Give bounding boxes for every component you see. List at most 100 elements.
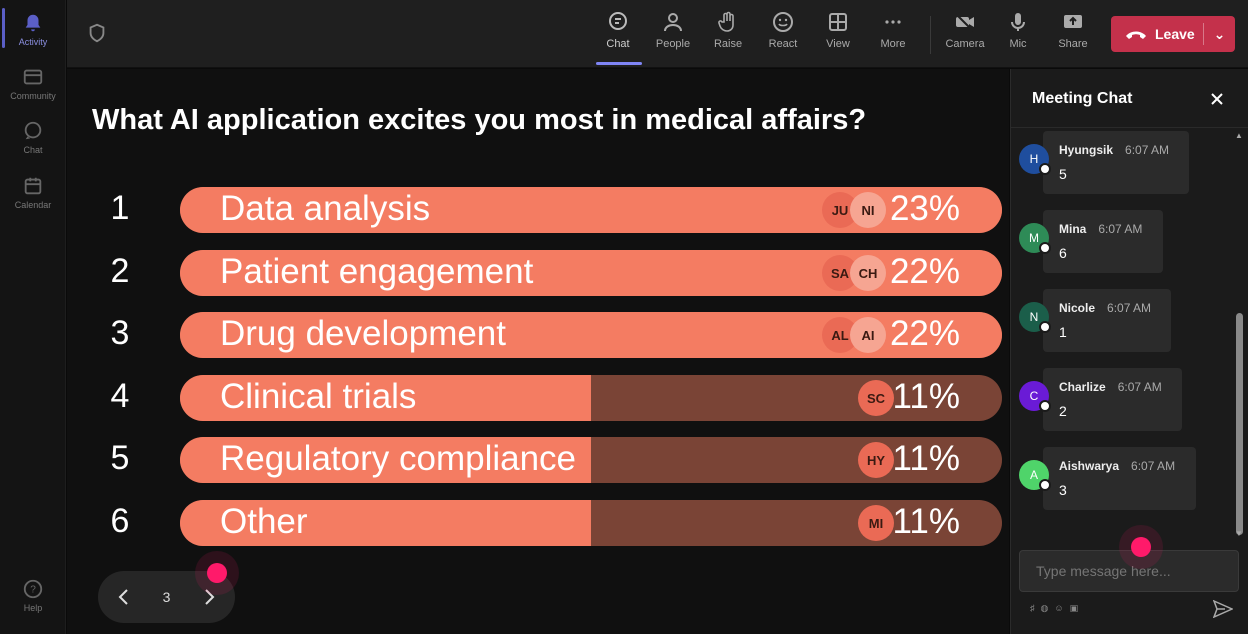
poll-question: What AI application excites you most in … xyxy=(92,104,867,136)
leave-divider xyxy=(1203,23,1204,45)
rail-item-community[interactable]: Community xyxy=(0,66,66,101)
sender-avatar[interactable]: M xyxy=(1019,223,1051,254)
camera-off-icon xyxy=(955,13,974,32)
attach-icon[interactable]: ◍ xyxy=(1040,603,1049,613)
message-text: 5 xyxy=(1059,166,1067,182)
poll-option-label: Clinical trials xyxy=(220,377,417,416)
scroll-down-arrow[interactable]: ▼ xyxy=(1235,529,1243,538)
scroll-up-arrow[interactable]: ▲ xyxy=(1235,131,1243,140)
send-icon[interactable] xyxy=(1213,600,1233,618)
leave-main-button[interactable]: Leave xyxy=(1111,16,1203,52)
close-icon[interactable] xyxy=(1207,89,1227,109)
raise-hand-button[interactable]: Raise xyxy=(703,10,753,50)
presence-indicator xyxy=(1039,479,1051,491)
message-text: 1 xyxy=(1059,324,1067,340)
chat-button-label: Chat xyxy=(606,38,630,50)
leave-button[interactable]: Leave ⌄ xyxy=(1111,16,1235,52)
sender-avatar[interactable]: A xyxy=(1019,460,1051,491)
poll-option-percent: 22% xyxy=(889,314,960,353)
message-timestamp: 6:07 AM xyxy=(1131,459,1176,473)
camera-button[interactable]: Camera xyxy=(940,10,990,50)
format-icon[interactable]: ♯ xyxy=(1030,603,1035,613)
message-timestamp: 6:07 AM xyxy=(1125,143,1170,157)
chat-message[interactable]: Nicole 6:07 AM 1 xyxy=(1043,289,1171,352)
message-sender: Nicole xyxy=(1059,301,1096,315)
chat-active-indicator xyxy=(596,62,642,65)
rail-item-label: Help xyxy=(23,603,43,613)
poll-option-label: Other xyxy=(220,502,308,541)
poll-option-bar: Patient engagement 22% SA CH xyxy=(180,250,1002,296)
voter-avatar: JU xyxy=(822,192,858,228)
poll-option-bar: Drug development 22% AL AI xyxy=(180,312,1002,358)
chat-message-input[interactable] xyxy=(1019,550,1239,592)
people-icon xyxy=(664,13,682,32)
message-text: 2 xyxy=(1059,403,1067,419)
voter-avatar: NI xyxy=(850,192,886,228)
mic-button[interactable]: Mic xyxy=(993,10,1043,50)
more-button[interactable]: More xyxy=(868,10,918,50)
sender-avatar[interactable]: H xyxy=(1019,144,1051,175)
share-button[interactable]: Share xyxy=(1048,10,1098,50)
voter-avatar: AI xyxy=(850,317,886,353)
smiley-icon xyxy=(773,12,793,32)
chevron-left-icon[interactable] xyxy=(112,585,136,609)
page-number: 3 xyxy=(162,589,171,605)
shield-icon[interactable] xyxy=(86,22,108,44)
sender-avatar[interactable]: C xyxy=(1019,381,1051,412)
rail-item-label: Calendar xyxy=(14,200,52,210)
scrollbar-thumb[interactable] xyxy=(1236,313,1243,535)
avatar-initial: A xyxy=(1029,468,1038,482)
message-timestamp: 6:07 AM xyxy=(1098,222,1143,236)
presence-indicator xyxy=(1039,242,1051,254)
message-sender: Hyungsik xyxy=(1059,143,1114,157)
message-text: 6 xyxy=(1059,245,1067,261)
rail-item-label: Community xyxy=(10,91,56,101)
chat-message[interactable]: Hyungsik 6:07 AM 5 xyxy=(1043,131,1189,194)
sender-avatar[interactable]: N xyxy=(1019,302,1051,333)
share-screen-icon xyxy=(1064,15,1082,28)
poll-option-fill xyxy=(180,437,591,483)
poll-option-bar: Data analysis 23% JU NI xyxy=(180,187,1002,233)
poll-option-rank: 2 xyxy=(110,252,130,290)
pointer-indicator xyxy=(1131,537,1151,557)
pointer-indicator xyxy=(207,563,227,583)
voter-avatar: HY xyxy=(858,442,894,478)
chat-message[interactable]: Aishwarya 6:07 AM 3 xyxy=(1043,447,1196,510)
message-timestamp: 6:07 AM xyxy=(1117,380,1162,394)
poll-option-percent: 22% xyxy=(889,252,960,291)
chat-message[interactable]: Mina 6:07 AM 6 xyxy=(1043,210,1163,273)
poll-option-bar: Other 11% MI xyxy=(180,500,1002,546)
poll-option-percent: 11% xyxy=(892,377,960,416)
poll-option-rank: 4 xyxy=(110,377,130,415)
hand-icon xyxy=(718,11,734,32)
people-button[interactable]: People xyxy=(648,10,698,50)
presence-indicator xyxy=(1039,321,1051,333)
rail-item-help[interactable]: ? Help xyxy=(0,578,66,613)
react-button[interactable]: React xyxy=(758,10,808,50)
chat-message[interactable]: Charlize 6:07 AM 2 xyxy=(1043,368,1182,431)
meeting-toolbar xyxy=(67,0,1248,68)
mic-icon xyxy=(1011,13,1025,31)
poll-option-fill xyxy=(180,375,591,421)
chat-icon xyxy=(24,121,42,140)
view-button[interactable]: View xyxy=(813,10,863,50)
chevron-right-icon[interactable] xyxy=(197,585,221,609)
chat-button[interactable]: Chat xyxy=(593,10,643,50)
rail-item-calendar[interactable]: Calendar xyxy=(0,175,66,210)
poll-option-rank: 1 xyxy=(110,189,130,227)
rail-item-chat[interactable]: Chat xyxy=(0,120,66,155)
gif-icon[interactable]: ▣ xyxy=(1069,603,1079,613)
poll-option-bar: Regulatory compliance 11% HY xyxy=(180,437,1002,483)
more-dots-icon xyxy=(885,20,901,24)
poll-option-rank: 6 xyxy=(110,502,130,540)
compose-toolbar: ♯ ◍ ☺ ▣ xyxy=(1030,603,1078,614)
grid-icon xyxy=(829,13,847,31)
rail-item-activity[interactable]: Activity xyxy=(0,12,66,47)
message-sender: Mina xyxy=(1059,222,1087,236)
chevron-down-icon[interactable]: ⌄ xyxy=(1213,25,1226,42)
poll-option-fill xyxy=(180,500,591,546)
emoji-icon[interactable]: ☺ xyxy=(1054,603,1064,613)
message-sender: Aishwarya xyxy=(1059,459,1120,473)
presence-indicator xyxy=(1039,163,1051,175)
more-button-label: More xyxy=(880,38,906,50)
